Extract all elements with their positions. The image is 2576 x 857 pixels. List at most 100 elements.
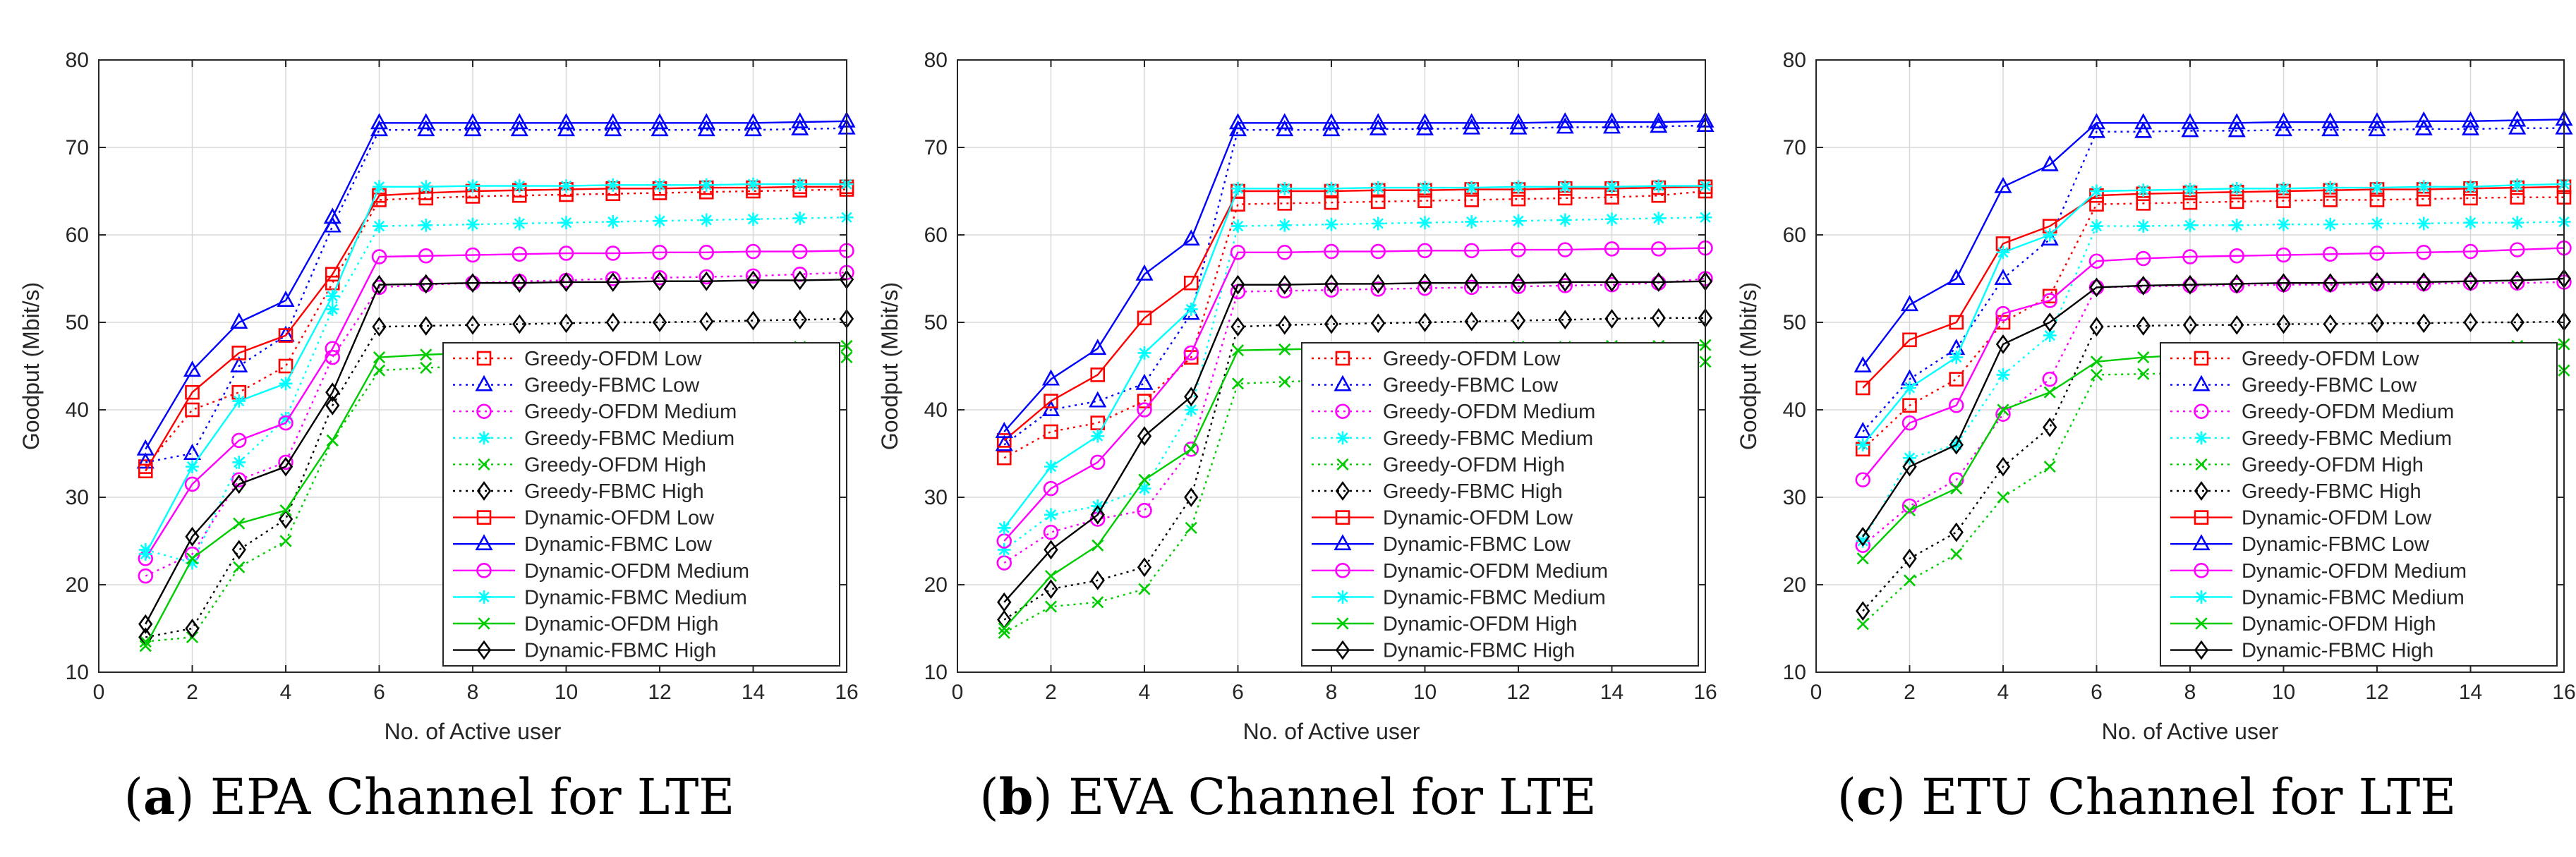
- legend-label: Dynamic-FBMC Medium: [524, 586, 747, 609]
- data-point: [2370, 181, 2384, 195]
- data-point: [465, 273, 480, 293]
- series-line: [145, 186, 847, 472]
- legend-label: Dynamic-FBMC Medium: [2242, 586, 2465, 609]
- data-point: [183, 444, 202, 460]
- data-point: [557, 113, 576, 130]
- legend-item: Greedy-FBMC Medium: [2170, 427, 2452, 450]
- data-point: [652, 271, 667, 291]
- data-point: [1417, 243, 1433, 259]
- data-point: [1369, 113, 1387, 130]
- legend-item: Dynamic-OFDM Medium: [453, 560, 749, 583]
- data-point: [2277, 217, 2290, 231]
- legend-marker: [2192, 375, 2211, 391]
- series-b-11: [997, 271, 1713, 612]
- data-point: [2137, 367, 2150, 380]
- data-point: [2464, 180, 2477, 194]
- legend-item: Dynamic-OFDM Low: [1312, 507, 1573, 530]
- data-point: [2461, 111, 2480, 128]
- legend-label: Greedy-FBMC Medium: [1383, 427, 1593, 450]
- x-tick-label: 14: [742, 681, 765, 704]
- series-b-8: [996, 240, 1713, 549]
- legend-item: Greedy-OFDM High: [1312, 454, 1565, 476]
- data-point: [1043, 524, 1059, 540]
- data-point: [699, 213, 713, 227]
- data-point: [1996, 367, 2010, 382]
- data-point: [512, 217, 526, 231]
- data-point: [2417, 313, 2431, 334]
- data-point: [1138, 473, 1151, 486]
- data-point: [1183, 275, 1199, 291]
- legend-item: Greedy-FBMC Low: [453, 375, 700, 397]
- data-point: [1856, 552, 1869, 565]
- data-point: [1854, 356, 1872, 372]
- x-tick-label: 10: [555, 681, 578, 704]
- data-point: [418, 248, 434, 264]
- data-point: [559, 272, 574, 292]
- legend-item: Greedy-OFDM Low: [2170, 348, 2419, 370]
- data-point: [2369, 313, 2385, 334]
- series-line: [1003, 317, 1705, 621]
- data-point: [1044, 570, 1058, 583]
- series-b-3: [997, 210, 1712, 557]
- data-point: [1135, 264, 1154, 281]
- data-point: [1228, 113, 1247, 130]
- data-point: [697, 113, 715, 130]
- data-point: [1370, 194, 1386, 209]
- data-point: [420, 348, 433, 361]
- data-point: [605, 245, 621, 261]
- y-tick-label: 80: [924, 49, 948, 72]
- data-point: [1464, 311, 1479, 332]
- data-point: [1090, 367, 1106, 382]
- data-point: [1370, 281, 1386, 297]
- legend-label: Dynamic-FBMC Medium: [1383, 586, 1606, 609]
- data-point: [2183, 183, 2197, 196]
- data-point: [1901, 415, 1918, 431]
- data-point: [746, 177, 760, 191]
- data-point: [1044, 460, 1058, 474]
- legend-item: Greedy-OFDM Low: [1312, 348, 1561, 370]
- legend-marker: [2194, 563, 2209, 578]
- data-point: [560, 179, 573, 193]
- data-point: [1230, 245, 1246, 260]
- legend-marker: [475, 375, 493, 391]
- y-axis-label: Goodput (Mbit/s): [18, 282, 44, 450]
- data-point: [1464, 273, 1479, 293]
- y-tick-label: 70: [1783, 136, 1806, 159]
- data-point: [1511, 279, 1526, 294]
- legend-marker: [477, 590, 491, 604]
- legend-item: Greedy-OFDM Medium: [1312, 401, 1595, 423]
- data-point: [2229, 194, 2244, 209]
- data-point: [278, 456, 294, 477]
- caption-c: (c) ETU Channel for LTE: [1837, 767, 2457, 826]
- legend-label: Greedy-FBMC High: [1383, 480, 1563, 503]
- data-point: [136, 452, 155, 469]
- data-point: [997, 542, 1011, 557]
- data-point: [792, 243, 808, 260]
- data-point: [373, 351, 386, 364]
- legend-marker: [2195, 617, 2208, 630]
- data-point: [279, 535, 292, 547]
- x-tick-label: 8: [2184, 681, 2196, 704]
- data-point: [1044, 600, 1058, 613]
- legend-item: Dynamic-FBMC Medium: [1312, 586, 1606, 609]
- series-c-7: [1854, 109, 2573, 372]
- data-point: [2508, 118, 2527, 135]
- data-point: [186, 460, 199, 474]
- data-point: [1278, 343, 1291, 356]
- legend-label: Greedy-OFDM Low: [524, 348, 702, 370]
- data-point: [2088, 253, 2105, 269]
- legend-marker: [2192, 534, 2211, 551]
- data-point: [1417, 193, 1432, 208]
- data-point: [699, 269, 714, 285]
- series-b-9: [997, 179, 1712, 535]
- data-point: [1182, 229, 1200, 246]
- data-point: [2043, 329, 2057, 343]
- data-point: [136, 439, 155, 456]
- data-point: [230, 312, 248, 329]
- data-point: [1902, 398, 1917, 413]
- data-point: [1277, 274, 1292, 295]
- data-point: [1856, 618, 1869, 631]
- series-line: [1003, 247, 1706, 542]
- data-point: [1185, 521, 1197, 534]
- legend-marker: [1335, 640, 1350, 660]
